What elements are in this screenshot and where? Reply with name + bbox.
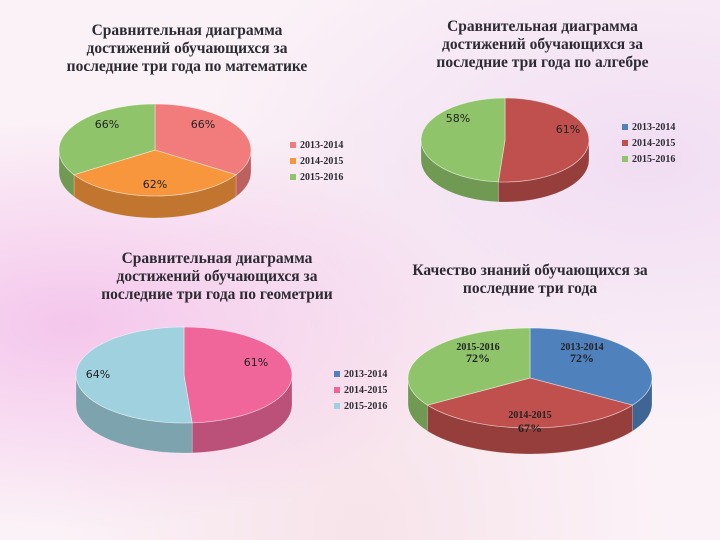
chart-title-quality: Качество знаний обучающихся за последние…: [412, 262, 648, 297]
legend-label: 2013-2014: [300, 139, 344, 151]
pie-slice: [73, 149, 237, 197]
legend-item: 2013-2014: [290, 137, 343, 153]
legend-swatch: [290, 158, 296, 164]
legend-swatch: [622, 140, 628, 146]
legend-geometry: 2013-2014 2014-2015 2015-2016: [334, 366, 387, 414]
legend-item: 2015-2016: [334, 398, 387, 414]
legend-item: 2015-2016: [622, 151, 675, 167]
legend-swatch: [334, 371, 340, 377]
pie-slice: [420, 97, 506, 183]
legend-item: 2014-2015: [334, 382, 387, 398]
pie-data-label: 62%: [143, 178, 167, 191]
pie-data-label: 66%: [95, 118, 119, 131]
pie-slice: [426, 377, 634, 429]
legend-item: 2013-2014: [622, 119, 675, 135]
pie-data-label: 58%: [446, 112, 470, 125]
pie-slice: [75, 326, 193, 424]
legend-label: 2014-2015: [300, 155, 344, 167]
legend-label: 2013-2014: [632, 121, 676, 133]
legend-swatch: [290, 174, 296, 180]
pie-data-label: 61%: [556, 123, 580, 136]
pie-slice: [407, 327, 531, 406]
legend-label: 2015-2016: [300, 171, 344, 183]
legend-label: 2014-2015: [344, 384, 388, 396]
legend-item: 2014-2015: [622, 135, 675, 151]
pie-category-label: 2015-2016: [456, 342, 499, 353]
pie-data-label: 72%: [570, 351, 594, 365]
legend-algebra: 2013-2014 2014-2015 2015-2016: [622, 119, 675, 167]
pie-category-label: 2014-2015: [508, 410, 551, 421]
pie-data-label: 61%: [244, 356, 268, 369]
pie-category-label: 2013-2014: [560, 342, 603, 353]
pie-data-label: 64%: [86, 368, 110, 381]
pie-slice: [497, 97, 590, 183]
chart-title-geometry: Сравнительная диаграмма достижений обуча…: [101, 250, 333, 303]
legend-math: 2013-2014 2014-2015 2015-2016: [290, 137, 343, 185]
pie-slice: [183, 326, 293, 424]
legend-label: 2015-2016: [344, 400, 388, 412]
legend-label: 2013-2014: [344, 368, 388, 380]
legend-swatch: [290, 142, 296, 148]
legend-item: 2014-2015: [290, 153, 343, 169]
chart-title-algebra: Сравнительная диаграмма достижений обуча…: [436, 18, 649, 71]
pie-data-label: 67%: [518, 421, 542, 435]
chart-title-math: Сравнительная диаграмма достижений обуча…: [66, 22, 308, 75]
legend-label: 2014-2015: [632, 137, 676, 149]
legend-label: 2015-2016: [632, 153, 676, 165]
legend-swatch: [334, 403, 340, 409]
legend-item: 2013-2014: [334, 366, 387, 382]
legend-swatch: [622, 156, 628, 162]
pie-data-label: 72%: [466, 351, 490, 365]
pie-data-label: 66%: [191, 118, 215, 131]
legend-swatch: [334, 387, 340, 393]
pie-slice: [58, 103, 156, 176]
legend-swatch: [622, 124, 628, 130]
legend-item: 2015-2016: [290, 169, 343, 185]
